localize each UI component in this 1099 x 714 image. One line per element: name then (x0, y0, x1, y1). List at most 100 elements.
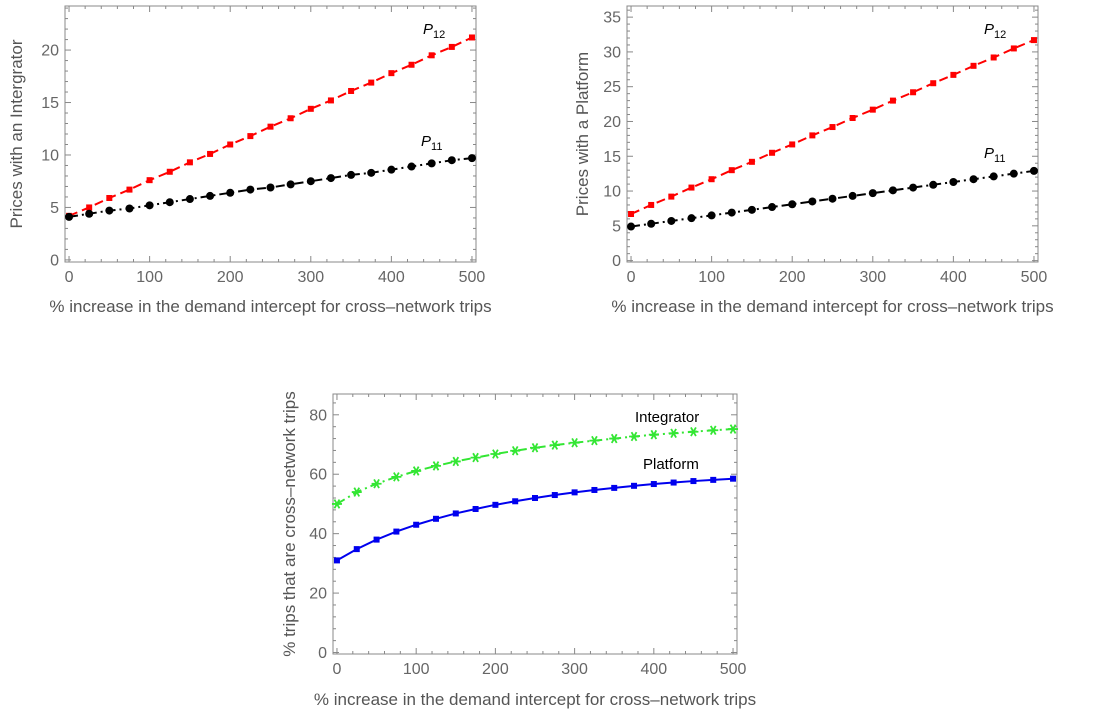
data-point (848, 191, 857, 200)
data-point (207, 150, 214, 157)
data-point (728, 167, 735, 174)
data-point (166, 168, 173, 175)
data-point (571, 489, 578, 496)
data-point (186, 159, 193, 166)
data-point (1009, 169, 1018, 178)
y-tick-label: 5 (612, 218, 621, 235)
data-point (1010, 45, 1017, 52)
data-point (609, 433, 620, 444)
data-point (949, 178, 958, 186)
x-axis-label: % increase in the demand intercept for c… (49, 297, 491, 316)
data-point (85, 209, 94, 218)
data-point (808, 197, 817, 206)
series-p11: P11 (65, 133, 476, 221)
series-label: Platform (643, 456, 699, 473)
series-label: P11 (984, 145, 1005, 165)
x-tick-label: 300 (561, 661, 588, 678)
y-tick-label: 0 (612, 253, 621, 270)
data-point (809, 132, 816, 139)
data-point (333, 557, 340, 564)
x-tick-label: 0 (65, 269, 74, 286)
data-point (888, 186, 897, 195)
series-p11: P11 (627, 145, 1038, 231)
data-point (728, 424, 739, 434)
data-point (146, 177, 153, 184)
data-point (789, 141, 796, 148)
series-line (68, 36, 473, 217)
data-point (730, 475, 737, 482)
data-point (569, 437, 580, 448)
x-tick-label: 200 (217, 269, 244, 286)
data-point (532, 495, 538, 501)
data-point (287, 115, 294, 122)
data-point (889, 97, 896, 104)
x-tick-label: 400 (940, 269, 967, 286)
data-point (226, 188, 235, 197)
data-point (551, 492, 558, 499)
data-point (710, 476, 717, 483)
data-point (628, 211, 635, 217)
x-tick-label: 200 (482, 661, 509, 678)
data-point (950, 71, 957, 78)
data-point (490, 449, 501, 459)
y-tick-label: 25 (603, 79, 621, 96)
y-tick-label: 20 (603, 114, 621, 131)
y-tick-label: 0 (50, 252, 59, 269)
data-point (306, 177, 315, 186)
x-tick-label: 0 (333, 661, 342, 678)
data-point (650, 481, 657, 488)
data-point (688, 184, 695, 191)
data-point (86, 204, 93, 211)
data-point (432, 515, 439, 522)
data-point (648, 429, 659, 440)
series-label: P12 (423, 21, 445, 41)
y-tick-label: 5 (50, 200, 59, 217)
data-point (408, 61, 415, 68)
data-point (930, 80, 937, 87)
data-point (347, 170, 356, 179)
series-line (336, 477, 734, 562)
y-tick-label: 20 (41, 43, 59, 60)
data-point (631, 482, 638, 489)
data-point (267, 123, 274, 130)
y-tick-label: 30 (603, 44, 621, 61)
x-tick-label: 0 (627, 269, 636, 286)
data-point (452, 510, 459, 517)
data-point (1029, 166, 1038, 175)
y-tick-label: 10 (603, 184, 621, 201)
data-point (970, 62, 977, 69)
data-point (687, 214, 696, 223)
data-point (427, 159, 436, 168)
y-tick-label: 20 (309, 586, 327, 603)
data-point (391, 472, 402, 482)
y-axis-label: Prices with a Platform (573, 52, 592, 216)
data-point (512, 498, 519, 505)
data-point (869, 106, 876, 113)
data-point (989, 172, 998, 181)
x-tick-label: 100 (698, 269, 725, 286)
chart-cross-network-share: 0 100 200 300 400 500 0 20 40 60 80 % increase in t… (280, 391, 756, 709)
data-point (331, 499, 342, 509)
data-point (430, 461, 441, 471)
data-point (688, 426, 699, 437)
data-point (668, 428, 679, 439)
data-point (549, 440, 560, 450)
data-point (629, 431, 640, 442)
data-point (769, 149, 776, 156)
data-point (393, 528, 400, 535)
y-tick-label: 40 (309, 526, 327, 543)
data-point (450, 456, 461, 467)
x-tick-label: 100 (403, 661, 430, 678)
data-point (748, 158, 755, 165)
chart-intergrator-prices: 0 100 200 300 400 500 0 5 10 15 20 % increase in th… (7, 5, 492, 316)
data-point (1030, 37, 1037, 44)
series-platform: Platform (333, 456, 737, 564)
data-point (125, 204, 134, 213)
data-point (266, 183, 275, 192)
x-tick-label: 400 (640, 661, 667, 678)
data-point (448, 43, 455, 50)
y-tick-label: 10 (41, 147, 59, 164)
x-axis-label: % increase in the demand intercept for c… (611, 297, 1053, 316)
data-point (727, 208, 736, 217)
